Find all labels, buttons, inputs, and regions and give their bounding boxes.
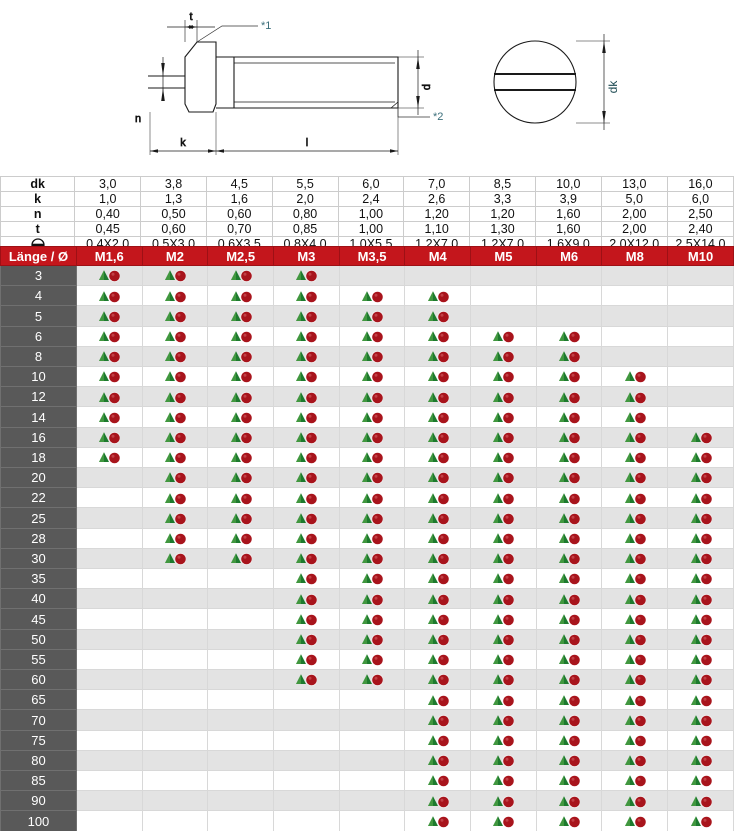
svg-text:l: l xyxy=(306,137,308,149)
svg-text:*2: *2 xyxy=(433,111,443,123)
svg-text:k: k xyxy=(180,137,186,149)
svg-text:d: d xyxy=(421,84,433,90)
svg-text:dk: dk xyxy=(606,80,620,94)
svg-text:n: n xyxy=(135,113,141,125)
svg-text:t: t xyxy=(189,11,192,23)
svg-text:*1: *1 xyxy=(261,20,271,32)
